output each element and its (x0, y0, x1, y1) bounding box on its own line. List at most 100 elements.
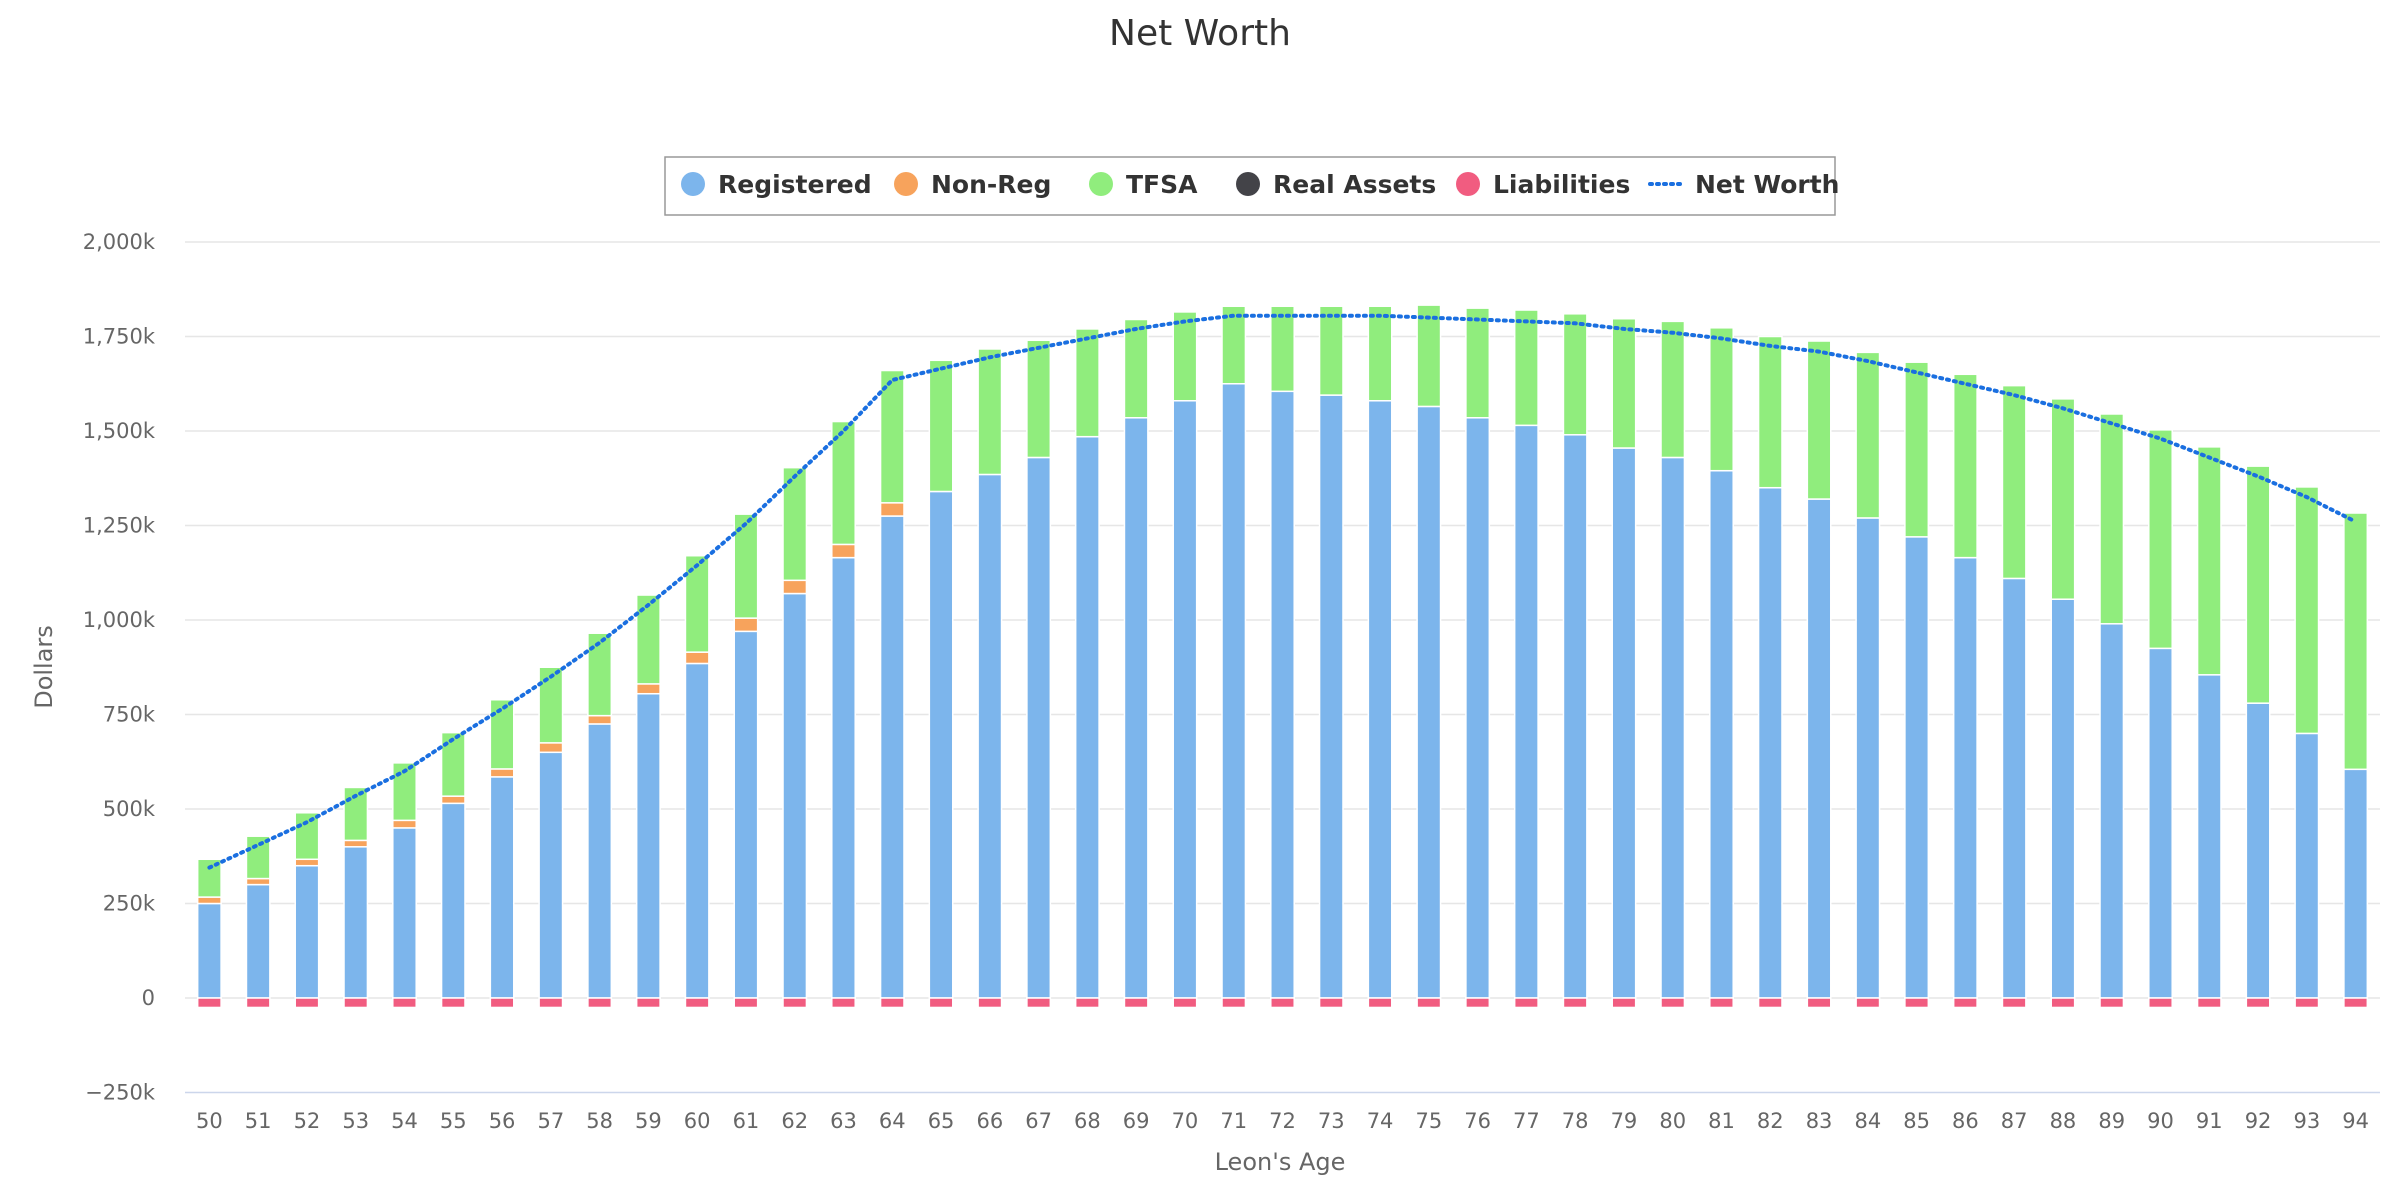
bar-registered[interactable] (2343, 768, 2369, 999)
bar-tfsa[interactable] (1562, 313, 1588, 436)
bar-liabilities[interactable] (1172, 997, 1198, 1009)
bar-liabilities[interactable] (1270, 997, 1295, 1009)
bar-liabilities[interactable] (782, 997, 808, 1009)
bar-tfsa[interactable] (2099, 413, 2125, 625)
bar-registered[interactable] (2245, 702, 2271, 999)
bar-registered[interactable] (294, 864, 320, 999)
bar-registered[interactable] (1709, 469, 1734, 999)
bar-registered[interactable] (392, 827, 417, 999)
bar-liabilities[interactable] (587, 997, 613, 1009)
bar-registered[interactable] (196, 902, 222, 999)
bar-registered[interactable] (1416, 405, 1442, 999)
bar-tfsa[interactable] (440, 731, 466, 797)
bar-tfsa[interactable] (928, 359, 954, 493)
bar-registered[interactable] (1026, 456, 1052, 999)
bar-tfsa[interactable] (1123, 318, 1149, 419)
legend-item-net-worth[interactable]: Net Worth (1648, 170, 1839, 199)
bar-registered[interactable] (1757, 486, 1783, 999)
bar-tfsa[interactable] (733, 513, 759, 619)
bar-liabilities[interactable] (2343, 997, 2369, 1009)
bar-registered[interactable] (879, 515, 905, 999)
bar-tfsa[interactable] (2001, 384, 2027, 580)
bar-tfsa[interactable] (782, 466, 808, 582)
bar-non-reg[interactable] (196, 896, 222, 905)
bar-registered[interactable] (2294, 732, 2320, 999)
bar-registered[interactable] (684, 662, 710, 999)
bar-non-reg[interactable] (879, 502, 905, 517)
bar-tfsa[interactable] (1367, 305, 1393, 402)
bar-liabilities[interactable] (977, 997, 1003, 1009)
bar-registered[interactable] (538, 751, 564, 999)
bar-liabilities[interactable] (538, 997, 564, 1009)
bar-liabilities[interactable] (1416, 997, 1442, 1009)
net-worth-line[interactable] (207, 313, 2358, 870)
bar-registered[interactable] (733, 630, 759, 999)
bar-liabilities[interactable] (343, 997, 369, 1009)
bar-tfsa[interactable] (831, 420, 856, 546)
bar-non-reg[interactable] (245, 877, 271, 886)
bar-liabilities[interactable] (2001, 997, 2027, 1009)
bar-liabilities[interactable] (733, 997, 759, 1009)
legend-item-registered[interactable]: Registered (681, 170, 872, 199)
bar-tfsa[interactable] (1465, 307, 1491, 419)
bar-liabilities[interactable] (1709, 997, 1734, 1009)
bar-liabilities[interactable] (1904, 997, 1930, 1009)
bar-non-reg[interactable] (684, 651, 710, 665)
bar-liabilities[interactable] (1318, 997, 1344, 1009)
bar-liabilities[interactable] (440, 997, 466, 1009)
bar-registered[interactable] (2148, 647, 2173, 999)
bar-tfsa[interactable] (1221, 305, 1247, 385)
bar-liabilities[interactable] (2099, 997, 2125, 1009)
bar-registered[interactable] (1952, 556, 1978, 999)
bar-registered[interactable] (1221, 383, 1247, 999)
bar-liabilities[interactable] (928, 997, 954, 1009)
bar-non-reg[interactable] (440, 795, 466, 805)
bar-liabilities[interactable] (2148, 997, 2173, 1009)
bar-non-reg[interactable] (392, 819, 417, 829)
bar-liabilities[interactable] (1611, 997, 1637, 1009)
bar-tfsa[interactable] (1026, 339, 1052, 459)
bar-liabilities[interactable] (489, 997, 515, 1009)
bar-registered[interactable] (2196, 674, 2222, 999)
bar-tfsa[interactable] (977, 348, 1003, 476)
bar-registered[interactable] (1904, 536, 1930, 999)
bar-registered[interactable] (635, 692, 661, 999)
bar-registered[interactable] (1611, 447, 1637, 999)
bar-tfsa[interactable] (2050, 398, 2076, 600)
bar-tfsa[interactable] (1806, 340, 1832, 500)
bar-tfsa[interactable] (1904, 361, 1930, 538)
bar-tfsa[interactable] (489, 699, 515, 770)
legend-item-tfsa[interactable]: TFSA (1089, 170, 1198, 199)
bar-registered[interactable] (1562, 434, 1588, 999)
bar-liabilities[interactable] (1026, 997, 1052, 1009)
bar-non-reg[interactable] (294, 858, 320, 867)
bar-tfsa[interactable] (1172, 311, 1198, 402)
bar-liabilities[interactable] (1660, 997, 1686, 1009)
bar-tfsa[interactable] (587, 632, 613, 717)
bar-liabilities[interactable] (392, 997, 417, 1009)
bar-liabilities[interactable] (1465, 997, 1491, 1009)
bar-liabilities[interactable] (2294, 997, 2320, 1009)
bar-liabilities[interactable] (2050, 997, 2076, 1009)
bar-tfsa[interactable] (1513, 309, 1539, 427)
bar-tfsa[interactable] (1318, 305, 1344, 396)
bar-tfsa[interactable] (1270, 305, 1295, 393)
bar-tfsa[interactable] (2245, 465, 2271, 704)
bar-tfsa[interactable] (635, 594, 661, 685)
bar-liabilities[interactable] (294, 997, 320, 1009)
bar-registered[interactable] (977, 473, 1003, 999)
bar-tfsa[interactable] (2148, 429, 2173, 650)
bar-liabilities[interactable] (1855, 997, 1881, 1009)
bar-liabilities[interactable] (1221, 997, 1247, 1009)
bar-liabilities[interactable] (1952, 997, 1978, 1009)
bar-registered[interactable] (2001, 577, 2027, 999)
bar-registered[interactable] (1855, 517, 1881, 999)
bar-registered[interactable] (1806, 498, 1832, 999)
bar-tfsa[interactable] (1757, 335, 1783, 489)
bar-non-reg[interactable] (343, 839, 369, 848)
bar-tfsa[interactable] (684, 554, 710, 653)
bar-registered[interactable] (1074, 435, 1100, 999)
legend-item-non-reg[interactable]: Non-Reg (894, 170, 1051, 199)
bar-liabilities[interactable] (1367, 997, 1393, 1009)
bar-tfsa[interactable] (2294, 486, 2320, 735)
